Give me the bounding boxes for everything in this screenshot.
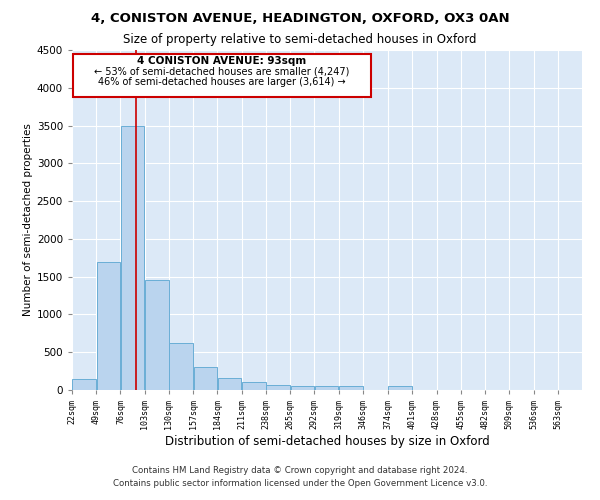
Text: 46% of semi-detached houses are larger (3,614) →: 46% of semi-detached houses are larger (… xyxy=(98,77,346,87)
Bar xyxy=(218,378,241,390)
Bar xyxy=(194,368,217,390)
Y-axis label: Number of semi-detached properties: Number of semi-detached properties xyxy=(23,124,32,316)
Text: ← 53% of semi-detached houses are smaller (4,247): ← 53% of semi-detached houses are smalle… xyxy=(94,66,350,76)
Bar xyxy=(290,386,314,390)
Text: 4 CONISTON AVENUE: 93sqm: 4 CONISTON AVENUE: 93sqm xyxy=(137,56,307,66)
Text: 4, CONISTON AVENUE, HEADINGTON, OXFORD, OX3 0AN: 4, CONISTON AVENUE, HEADINGTON, OXFORD, … xyxy=(91,12,509,26)
Bar xyxy=(73,54,371,97)
Bar xyxy=(242,382,266,390)
Bar xyxy=(121,126,145,390)
X-axis label: Distribution of semi-detached houses by size in Oxford: Distribution of semi-detached houses by … xyxy=(164,434,490,448)
Bar xyxy=(145,280,169,390)
Bar xyxy=(73,380,96,390)
Bar xyxy=(315,386,338,390)
Bar xyxy=(97,262,120,390)
Text: Contains HM Land Registry data © Crown copyright and database right 2024.
Contai: Contains HM Land Registry data © Crown c… xyxy=(113,466,487,487)
Bar xyxy=(388,386,412,390)
Bar xyxy=(339,386,362,390)
Bar xyxy=(266,384,290,390)
Text: Size of property relative to semi-detached houses in Oxford: Size of property relative to semi-detach… xyxy=(123,32,477,46)
Bar xyxy=(169,343,193,390)
